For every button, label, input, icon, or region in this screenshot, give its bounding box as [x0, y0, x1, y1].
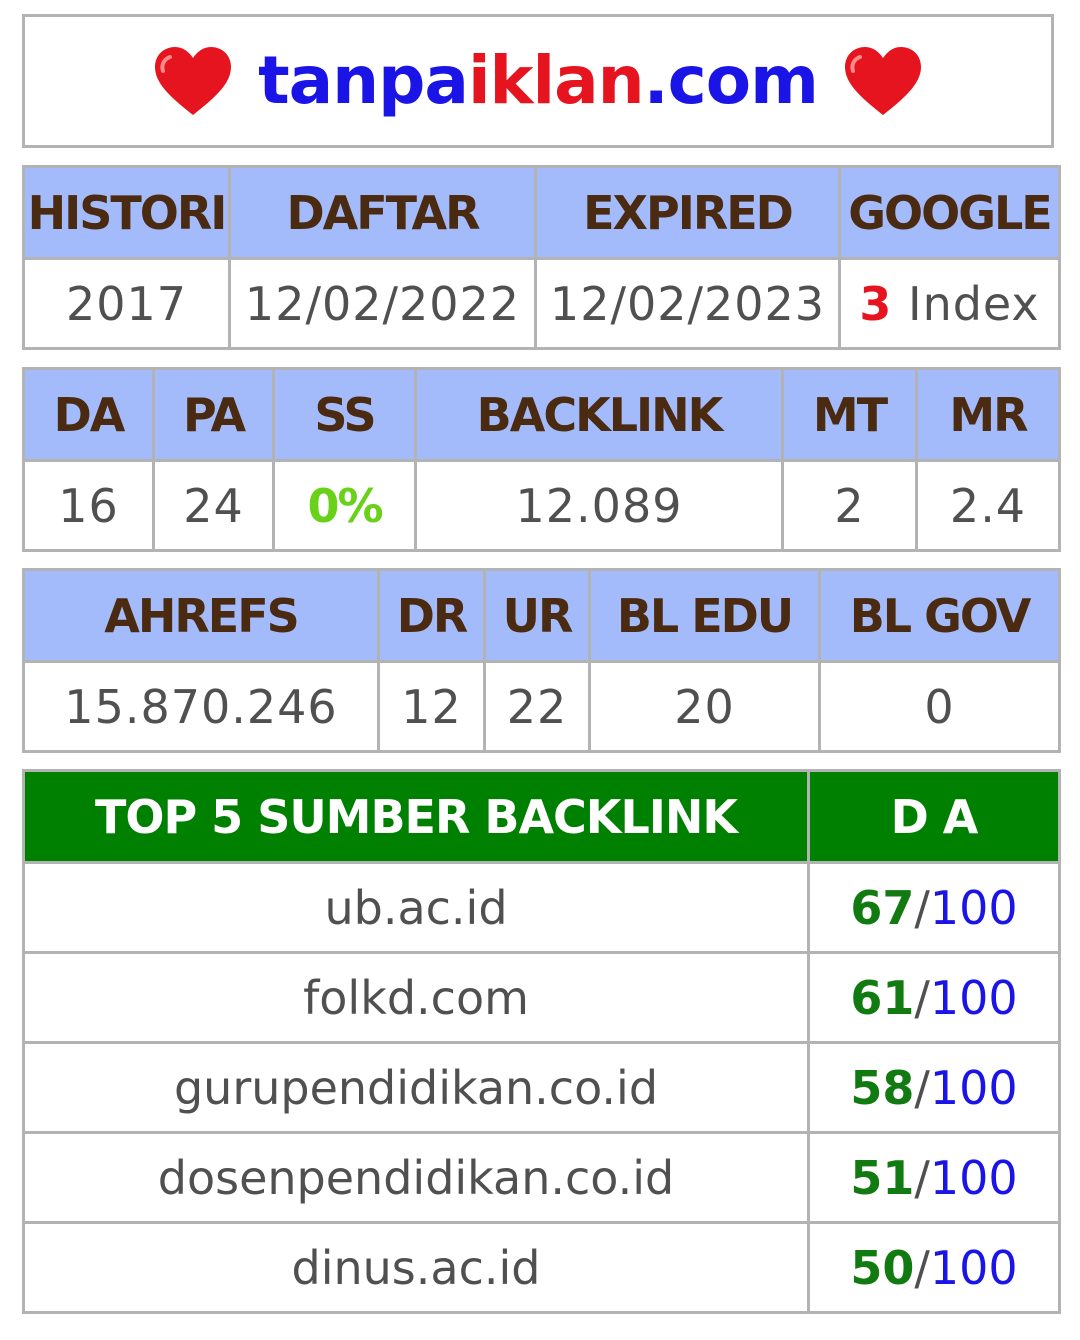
- table-header-row: HISTORI DAFTAR EXPIRED GOOGLE: [22, 165, 1061, 260]
- site-title[interactable]: tanpaiklan.com: [258, 48, 819, 114]
- header-top-backlinks: TOP 5 SUMBER BACKLINK: [22, 769, 810, 864]
- table-row: 15.870.246 12 22 20 0: [22, 660, 1061, 753]
- da-value: 50: [850, 1240, 915, 1295]
- header-da: DA: [22, 367, 155, 462]
- google-index-label: Index: [908, 276, 1040, 331]
- value-histori: 2017: [22, 257, 231, 350]
- da-max: 100: [929, 1150, 1018, 1205]
- value-mr: 2.4: [915, 459, 1061, 552]
- da-value: 58: [850, 1060, 915, 1115]
- header-bl-edu: BL EDU: [588, 568, 821, 663]
- header-histori: HISTORI: [22, 165, 231, 260]
- backlink-site[interactable]: dinus.ac.id: [22, 1221, 810, 1314]
- backlink-da: 61/100: [807, 951, 1061, 1044]
- value-mt: 2: [781, 459, 918, 552]
- value-expired: 12/02/2023: [534, 257, 841, 350]
- site-title-part2: iklan: [467, 42, 645, 119]
- header-google: GOOGLE: [838, 165, 1061, 260]
- header-expired: EXPIRED: [534, 165, 841, 260]
- da-value: 67: [850, 880, 915, 935]
- backlink-da: 51/100: [807, 1131, 1061, 1224]
- da-separator: /: [914, 970, 930, 1025]
- header-ss: SS: [272, 367, 417, 462]
- value-da: 16: [22, 459, 155, 552]
- backlink-da: 50/100: [807, 1221, 1061, 1314]
- header-mr: MR: [915, 367, 1061, 462]
- spam-score: 0%: [307, 478, 383, 533]
- da-value: 61: [850, 970, 915, 1025]
- value-bl-gov: 0: [818, 660, 1061, 753]
- header-ur: UR: [483, 568, 591, 663]
- header-mt: MT: [781, 367, 918, 462]
- table-row: gurupendidikan.co.id 58/100: [22, 1041, 1061, 1134]
- backlink-site[interactable]: ub.ac.id: [22, 861, 810, 954]
- table-row: dosenpendidikan.co.id 51/100: [22, 1131, 1061, 1224]
- da-separator: /: [914, 1150, 930, 1205]
- value-ur: 22: [483, 660, 591, 753]
- table-row: ub.ac.id 67/100: [22, 861, 1061, 954]
- backlink-site[interactable]: dosenpendidikan.co.id: [22, 1131, 810, 1224]
- da-separator: /: [914, 1240, 930, 1295]
- value-google: 3 Index: [838, 257, 1061, 350]
- domain-info-table: HISTORI DAFTAR EXPIRED GOOGLE 2017 12/02…: [22, 165, 1061, 350]
- da-max: 100: [929, 1240, 1018, 1295]
- heart-icon: [155, 47, 232, 115]
- site-title-box: tanpaiklan.com: [22, 14, 1054, 148]
- header-dr: DR: [377, 568, 486, 663]
- header-da-score: D A: [807, 769, 1061, 864]
- backlink-site[interactable]: gurupendidikan.co.id: [22, 1041, 810, 1134]
- table-row: 16 24 0% 12.089 2 2.4: [22, 459, 1061, 552]
- site-title-part3: .com: [643, 42, 819, 119]
- backlink-site[interactable]: folkd.com: [22, 951, 810, 1044]
- table-row: folkd.com 61/100: [22, 951, 1061, 1044]
- top-backlinks-table: TOP 5 SUMBER BACKLINK D A ub.ac.id 67/10…: [22, 769, 1061, 1314]
- value-pa: 24: [152, 459, 275, 552]
- backlink-da: 67/100: [807, 861, 1061, 954]
- value-dr: 12: [377, 660, 486, 753]
- da-max: 100: [929, 1060, 1018, 1115]
- google-index-count: 3: [859, 276, 893, 331]
- da-value: 51: [850, 1150, 915, 1205]
- table-header-row: DA PA SS BACKLINK MT MR: [22, 367, 1061, 462]
- da-max: 100: [929, 970, 1018, 1025]
- value-ss: 0%: [272, 459, 417, 552]
- value-backlink: 12.089: [414, 459, 784, 552]
- value-bl-edu: 20: [588, 660, 821, 753]
- da-separator: /: [914, 880, 930, 935]
- table-header-row: AHREFS DR UR BL EDU BL GOV: [22, 568, 1061, 663]
- backlink-da: 58/100: [807, 1041, 1061, 1134]
- value-ahrefs: 15.870.246: [22, 660, 380, 753]
- header-pa: PA: [152, 367, 275, 462]
- table-row: dinus.ac.id 50/100: [22, 1221, 1061, 1314]
- header-backlink: BACKLINK: [414, 367, 784, 462]
- header-ahrefs: AHREFS: [22, 568, 380, 663]
- header-daftar: DAFTAR: [228, 165, 537, 260]
- table-header-row: TOP 5 SUMBER BACKLINK D A: [22, 769, 1061, 864]
- da-separator: /: [914, 1060, 930, 1115]
- site-title-part1: tanpa: [258, 42, 469, 119]
- moz-metrics-table: DA PA SS BACKLINK MT MR 16 24 0% 12.089 …: [22, 367, 1061, 552]
- da-max: 100: [929, 880, 1018, 935]
- table-row: 2017 12/02/2022 12/02/2023 3 Index: [22, 257, 1061, 350]
- heart-icon: [844, 47, 921, 115]
- ahrefs-metrics-table: AHREFS DR UR BL EDU BL GOV 15.870.246 12…: [22, 568, 1061, 753]
- header-bl-gov: BL GOV: [818, 568, 1061, 663]
- value-daftar: 12/02/2022: [228, 257, 537, 350]
